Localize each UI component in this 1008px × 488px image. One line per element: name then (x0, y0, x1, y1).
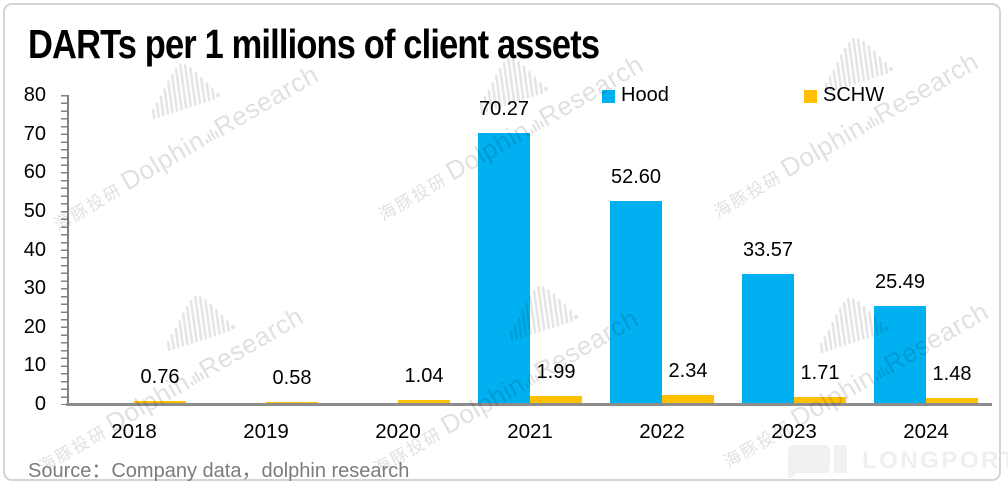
y-axis-label-10: 10 (23, 354, 46, 377)
x-axis-line (66, 403, 992, 406)
value-label-hood-2022: 52.60 (610, 165, 662, 188)
y-axis-label-70: 70 (23, 122, 46, 145)
x-axis-label-2019: 2019 (243, 420, 289, 443)
value-label-schw-2024: 1.48 (932, 363, 972, 386)
y-axis-label-40: 40 (23, 238, 46, 261)
legend-label-hood: Hood (621, 84, 669, 106)
x-axis-label-2021: 2021 (507, 420, 553, 443)
value-label-schw-2019: 0.58 (272, 366, 312, 389)
bar-schw-2022 (662, 394, 714, 404)
y-axis-label-60: 60 (23, 161, 46, 184)
bar-schw-2018 (134, 401, 186, 404)
value-label-hood-2021: 70.27 (478, 97, 530, 120)
y-axis-label-20: 20 (23, 315, 46, 338)
bar-hood-2023 (742, 274, 794, 404)
value-label-hood-2024: 25.49 (874, 270, 926, 293)
value-label-schw-2021: 1.99 (536, 361, 576, 384)
value-label-hood-2023: 33.57 (742, 239, 794, 262)
legend-swatch-schw-icon (804, 90, 817, 103)
y-axis-label-30: 30 (23, 277, 46, 300)
longport-logo-text: LONGPORT (862, 447, 1008, 474)
bar-hood-2024 (874, 305, 926, 404)
legend-label-schw: SCHW (823, 84, 885, 106)
value-label-schw-2023: 1.71 (800, 362, 840, 385)
bar-schw-2020 (398, 399, 450, 404)
x-axis-label-2020: 2020 (375, 420, 421, 443)
legend-swatch-hood-icon (602, 90, 615, 103)
x-axis-label-2018: 2018 (111, 420, 157, 443)
bar-schw-2021 (530, 396, 582, 404)
source-note: Source：Company data，dolphin research (28, 460, 410, 482)
value-label-schw-2022: 2.34 (668, 359, 708, 382)
y-axis-label-50: 50 (23, 199, 46, 222)
y-axis-ticks (61, 95, 67, 405)
value-label-schw-2020: 1.04 (404, 364, 444, 387)
bar-hood-2022 (610, 200, 662, 404)
bar-schw-2019 (266, 401, 318, 404)
legend-item-hood: Hood (602, 84, 669, 107)
y-axis-label-80: 80 (23, 84, 46, 106)
longport-logo-mark-icon (788, 445, 847, 478)
value-label-schw-2018: 0.76 (140, 366, 180, 389)
chart-title: DARTs per 1 millions of client assets (28, 21, 600, 67)
x-axis-label-2024: 2024 (903, 420, 949, 443)
bar-hood-2021 (478, 132, 530, 404)
legend-item-schw: SCHW (804, 84, 884, 107)
x-axis-label-2023: 2023 (771, 420, 817, 443)
longport-logo: LONGPORT (786, 444, 1008, 478)
x-axis-label-2022: 2022 (639, 420, 685, 443)
bar-schw-2023 (794, 397, 846, 404)
y-axis-label-0: 0 (34, 393, 46, 415)
y-axis-line (67, 95, 69, 406)
bar-schw-2024 (926, 398, 978, 404)
